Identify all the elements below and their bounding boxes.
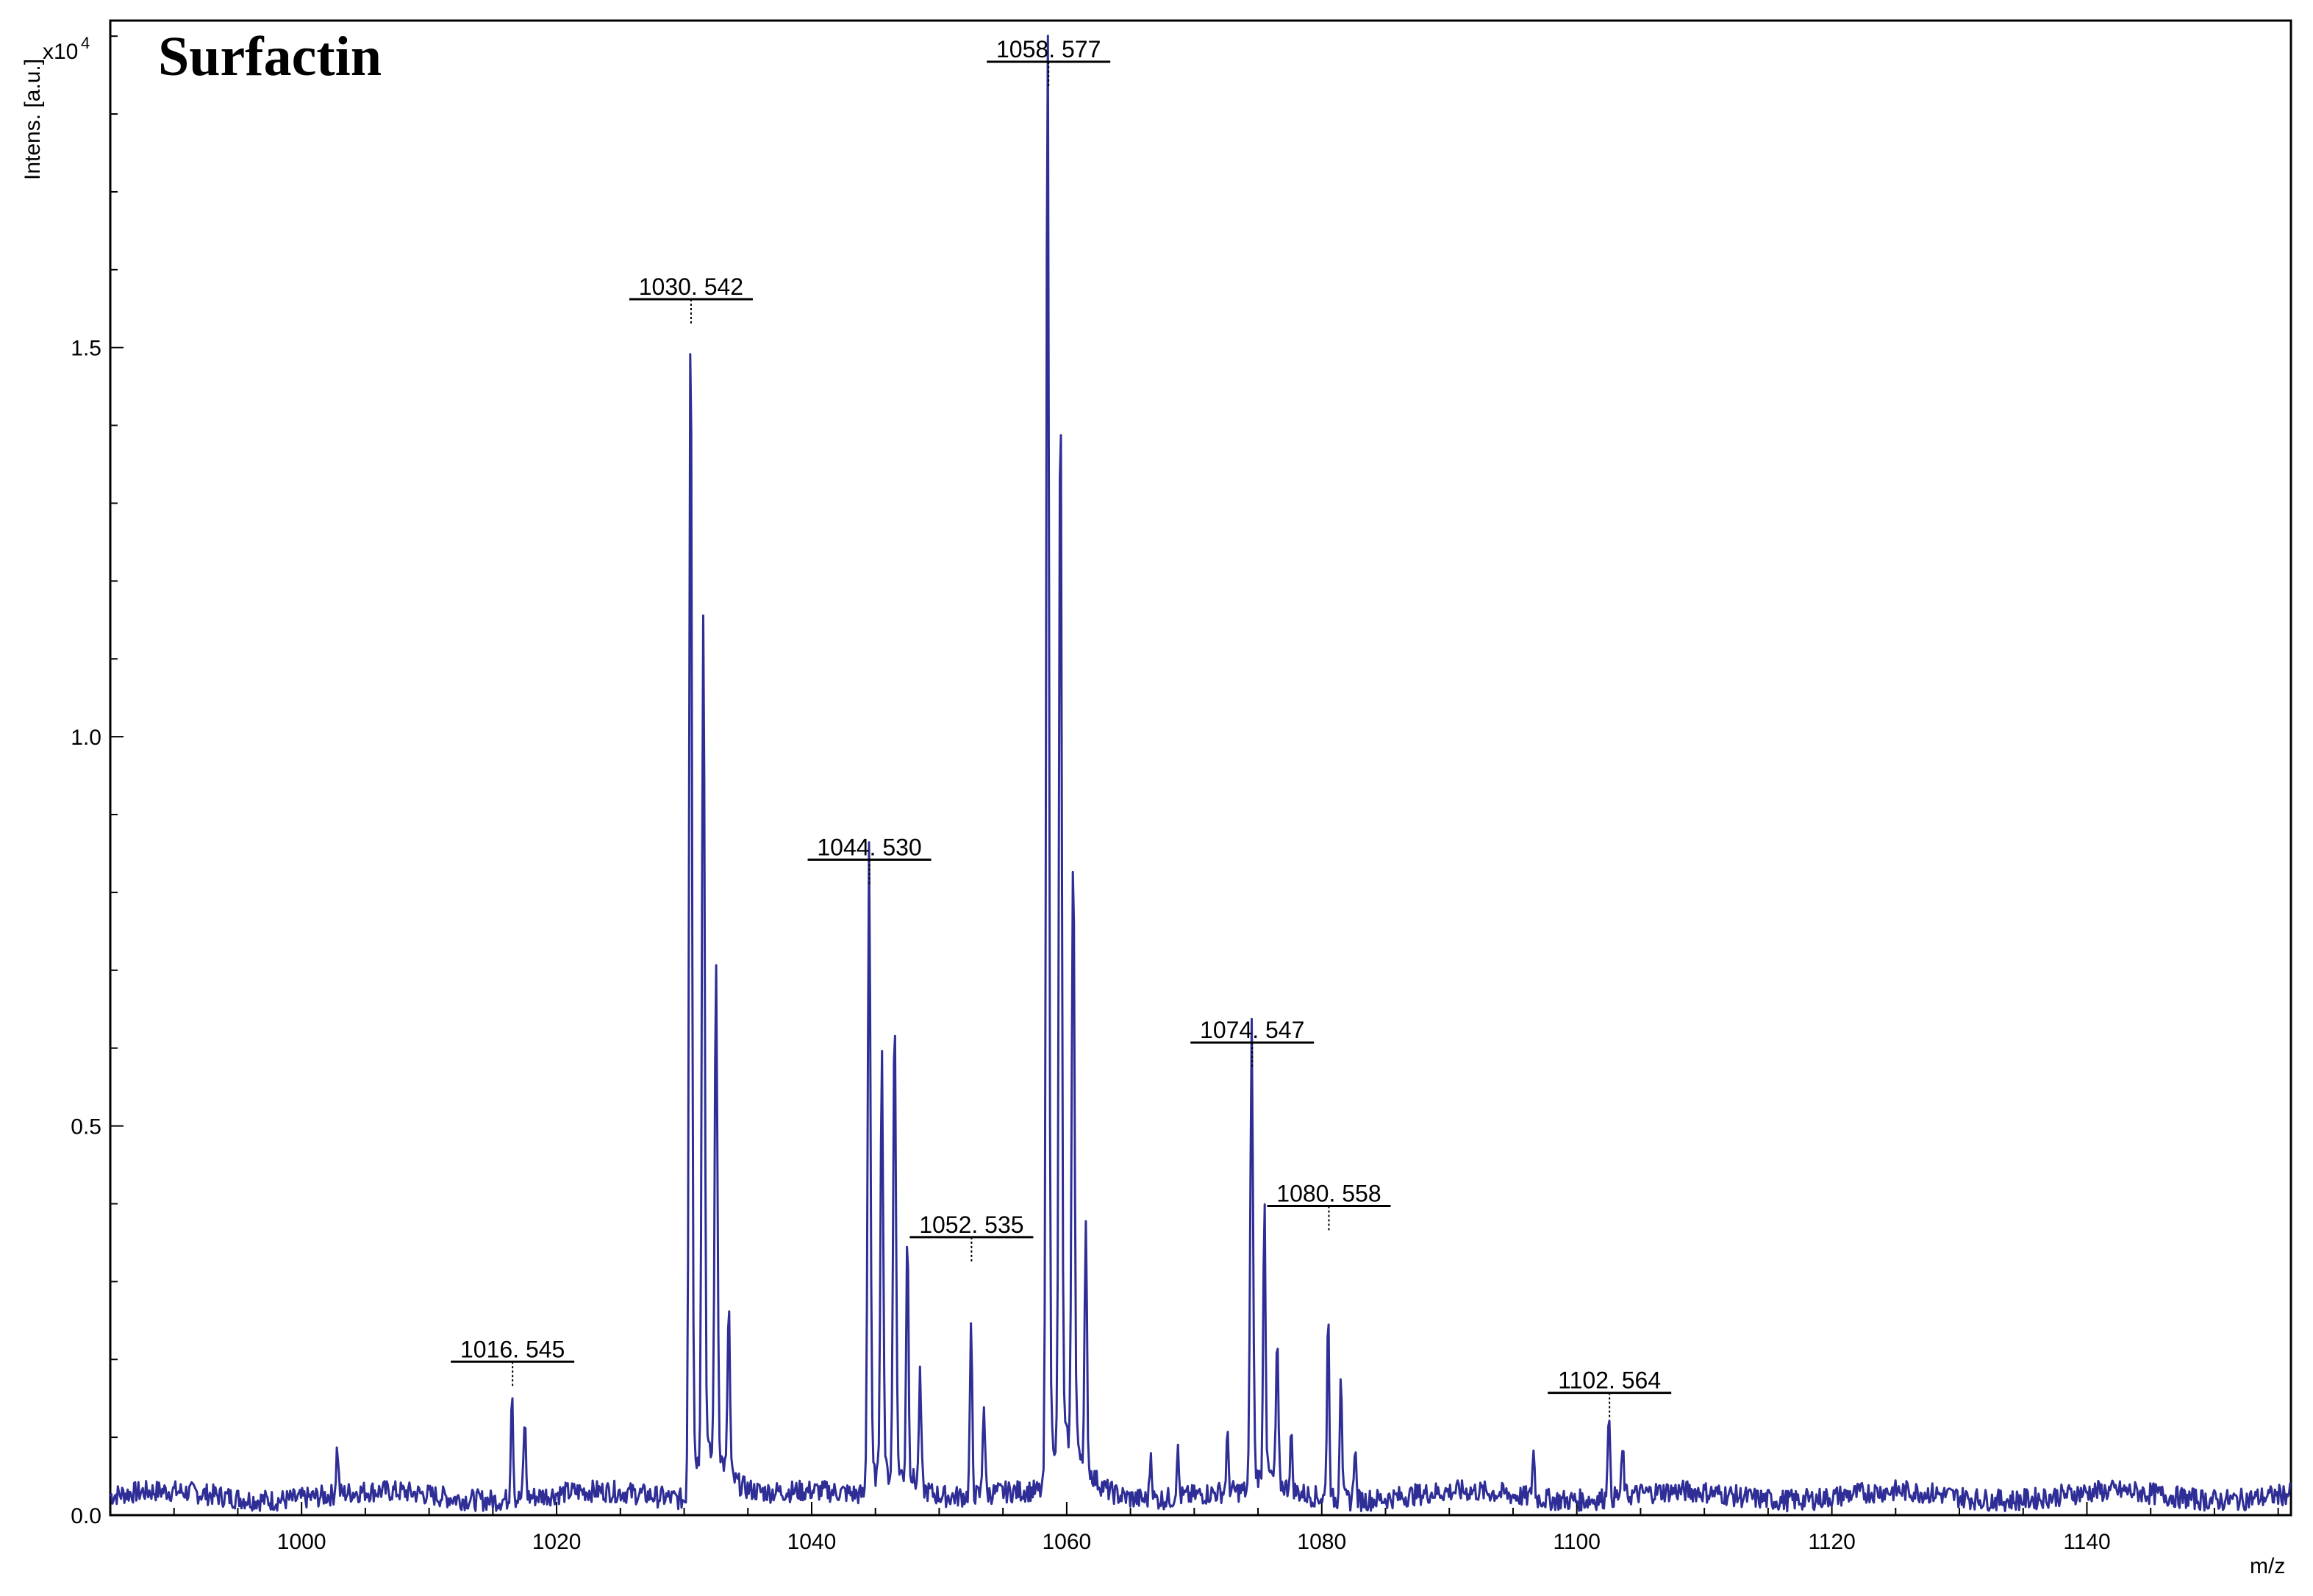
peak-label: 1030. 542 [639,273,743,300]
peak-labels: 1016. 545 1030. 542 1044. 530 1052. 535 1058… [451,36,1672,1418]
x-tick-label: 1120 [1808,1530,1856,1554]
y-axis-multiplier-exponent: 4 [81,34,90,52]
y-axis-label: Intens. [a.u.] [21,59,45,180]
y-tick-label: 0.5 [71,1115,101,1139]
x-tick-label: 1100 [1553,1530,1601,1554]
plot-frame [109,19,2292,1517]
peak-label: 1080. 558 [1276,1181,1381,1207]
x-tick-label: 1040 [787,1530,837,1554]
x-tick-label: 1000 [277,1530,326,1554]
x-axis-label: m/z [2250,1554,2285,1578]
peak-label: 1102. 564 [1558,1367,1661,1394]
y-axis-multiplier: x10 [43,40,78,64]
x-tick-label: 1080 [1297,1530,1346,1554]
peak-label: 1044. 530 [817,834,921,860]
peak-label: 1052. 535 [919,1212,1023,1238]
peak-label: 1058. 577 [996,36,1101,62]
x-axis-ticks: 1000 1020 1040 1060 1080 1100 1120 1140 [173,1502,2279,1554]
chart-title: Surfactin [158,26,382,87]
peak-label: 1074. 547 [1200,1017,1304,1043]
y-tick-label: 1.0 [71,726,101,750]
y-tick-label: 0.0 [71,1504,101,1528]
y-tick-label: 1.5 [71,337,101,361]
y-axis-ticks: 0.0 0.5 1.0 1.5 [71,35,124,1528]
x-tick-label: 1060 [1043,1530,1092,1554]
x-tick-label: 1020 [532,1530,582,1554]
peak-label: 1016. 545 [460,1336,565,1362]
spectrum-line [109,35,2292,1513]
x-tick-label: 1140 [2063,1530,2111,1554]
